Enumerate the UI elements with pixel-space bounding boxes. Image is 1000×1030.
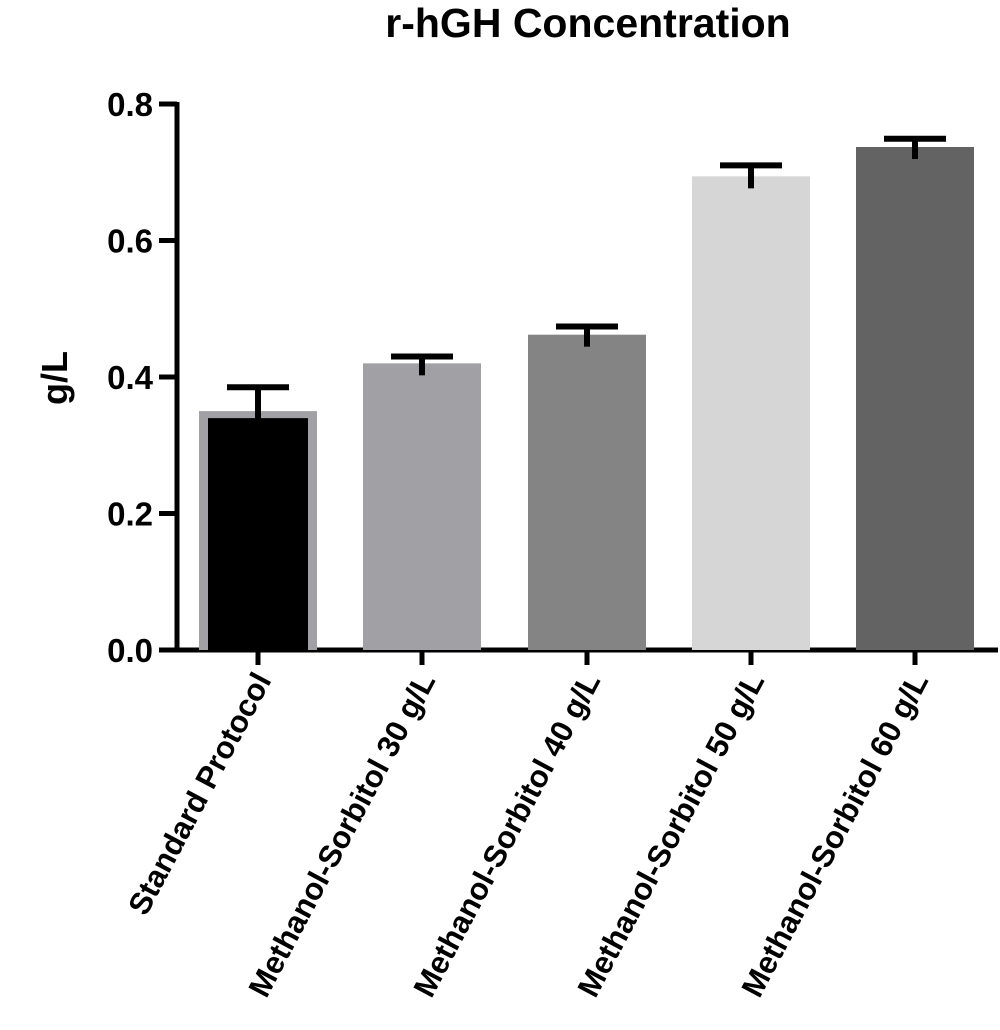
bar xyxy=(363,363,481,650)
bar xyxy=(528,334,646,650)
y-tick-label: 0.0 xyxy=(107,632,153,669)
y-tick-label: 0.6 xyxy=(107,223,153,260)
x-category-label: Methanol-Sorbitol 40 g/L xyxy=(406,667,607,1003)
bar xyxy=(208,418,308,650)
y-axis-label: g/L xyxy=(34,351,75,405)
y-tick-label: 0.4 xyxy=(107,359,154,396)
y-tick-label: 0.2 xyxy=(107,496,153,533)
x-category-label: Standard Protocol xyxy=(121,667,278,921)
x-category-label: Methanol-Sorbitol 60 g/L xyxy=(734,667,935,1003)
x-category-label: Methanol-Sorbitol 30 g/L xyxy=(241,667,442,1003)
chart-title: r-hGH Concentration xyxy=(385,0,790,46)
bar xyxy=(692,176,810,650)
bar xyxy=(856,146,974,650)
x-category-label: Methanol-Sorbitol 50 g/L xyxy=(570,667,771,1003)
y-tick-label: 0.8 xyxy=(107,86,153,123)
